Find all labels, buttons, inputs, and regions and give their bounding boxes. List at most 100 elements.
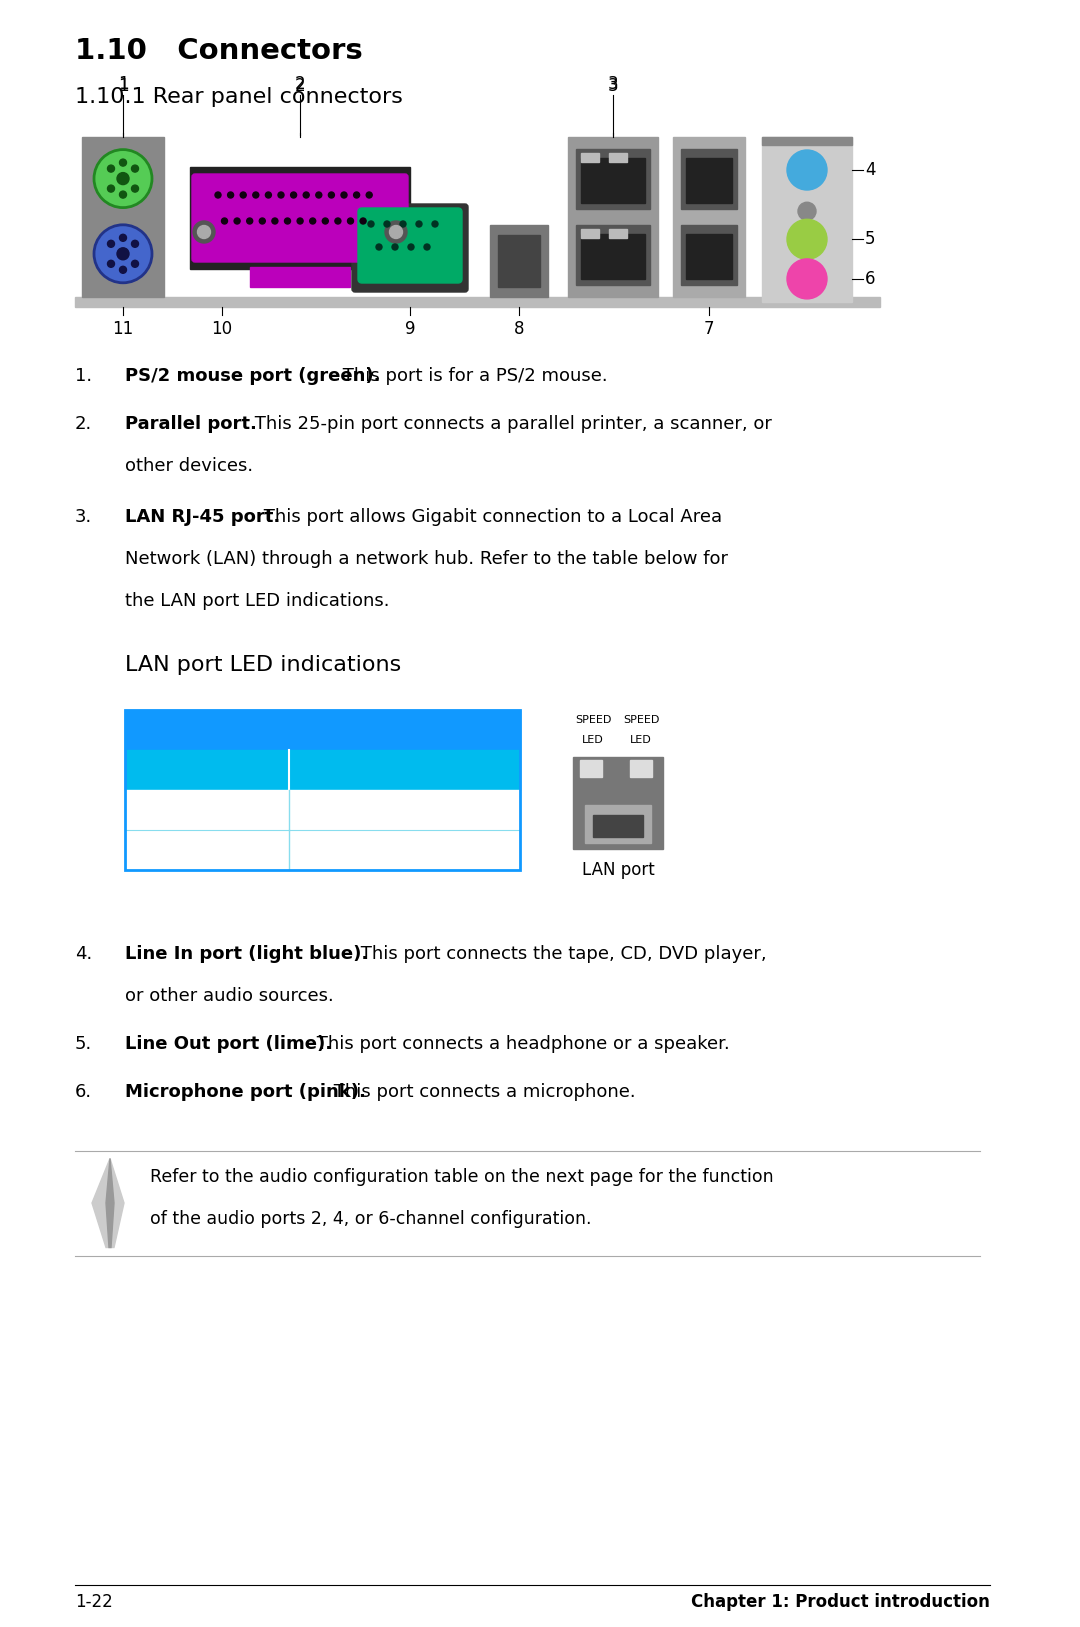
Bar (581, 234, 645, 278)
Text: Line In port (light blue).: Line In port (light blue). (125, 945, 368, 963)
Text: 10: 10 (212, 321, 232, 338)
Circle shape (322, 218, 328, 225)
Text: GREEN(Right): GREEN(Right) (137, 800, 252, 818)
Text: 2.: 2. (75, 415, 92, 433)
Circle shape (424, 244, 430, 251)
Circle shape (272, 218, 278, 225)
Circle shape (310, 218, 315, 225)
FancyBboxPatch shape (357, 208, 462, 283)
Text: 2: 2 (295, 75, 306, 93)
Circle shape (193, 221, 215, 242)
Text: 1.10   Connectors: 1.10 Connectors (75, 37, 363, 65)
Text: This port allows Gigabit connection to a Local Area: This port allows Gigabit connection to a… (258, 508, 721, 526)
Text: 11: 11 (112, 321, 134, 338)
Circle shape (278, 192, 284, 198)
Text: 6: 6 (865, 270, 876, 288)
Bar (125, 830, 519, 870)
Text: Line Out port (lime).: Line Out port (lime). (125, 1035, 333, 1053)
Circle shape (341, 192, 347, 198)
Text: Microphone port (pink).: Microphone port (pink). (125, 1084, 366, 1101)
Circle shape (108, 185, 114, 192)
Circle shape (94, 150, 152, 208)
Text: the LAN port LED indications.: the LAN port LED indications. (125, 592, 390, 610)
FancyBboxPatch shape (192, 174, 408, 262)
Text: Description: Description (351, 761, 458, 779)
Bar (681, 225, 737, 285)
Circle shape (120, 159, 126, 166)
Text: 3: 3 (608, 75, 619, 93)
Text: LED: LED (630, 735, 652, 745)
Circle shape (787, 259, 827, 299)
Bar (125, 709, 519, 750)
Circle shape (198, 226, 211, 239)
Bar (576, 225, 650, 285)
Circle shape (108, 241, 114, 247)
Text: Refer to the audio configuration table on the next page for the function: Refer to the audio configuration table o… (150, 1168, 773, 1186)
Circle shape (94, 225, 152, 283)
Text: 3: 3 (608, 76, 619, 94)
Bar (581, 229, 599, 238)
Circle shape (120, 234, 126, 241)
Text: 9: 9 (405, 321, 415, 338)
Circle shape (120, 267, 126, 273)
Text: LAN port LED indications: LAN port LED indications (125, 654, 402, 675)
Bar (498, 234, 540, 286)
Circle shape (228, 192, 233, 198)
Bar (125, 789, 519, 830)
Circle shape (266, 192, 271, 198)
Text: 5.: 5. (75, 1035, 92, 1053)
Circle shape (384, 221, 390, 228)
Circle shape (366, 192, 373, 198)
Text: 10 Mbps connection: 10 Mbps connection (301, 800, 468, 818)
Bar (762, 137, 852, 303)
Circle shape (215, 192, 221, 198)
Bar (125, 750, 519, 789)
Text: This port connects the tape, CD, DVD player,: This port connects the tape, CD, DVD pla… (355, 945, 767, 963)
Text: 5: 5 (865, 231, 876, 249)
Text: SPEED: SPEED (575, 714, 611, 724)
Text: 1: 1 (118, 75, 129, 93)
Text: This port connects a headphone or a speaker.: This port connects a headphone or a spea… (311, 1035, 729, 1053)
Text: PS/2 mouse port (green).: PS/2 mouse port (green). (125, 368, 380, 386)
Circle shape (390, 226, 403, 239)
Circle shape (335, 218, 341, 225)
Circle shape (108, 164, 114, 172)
Text: 1-22: 1-22 (75, 1593, 112, 1611)
Circle shape (117, 172, 129, 184)
Bar (580, 760, 602, 776)
Text: Chapter 1: Product introduction: Chapter 1: Product introduction (691, 1593, 990, 1611)
Circle shape (408, 244, 414, 251)
Circle shape (108, 260, 114, 267)
Circle shape (400, 221, 406, 228)
Text: 1.10.1 Rear panel connectors: 1.10.1 Rear panel connectors (75, 86, 403, 107)
Text: This 25-pin port connects a parallel printer, a scanner, or: This 25-pin port connects a parallel pri… (248, 415, 771, 433)
FancyBboxPatch shape (352, 203, 468, 291)
Text: 4.: 4. (75, 945, 92, 963)
Circle shape (259, 218, 266, 225)
Circle shape (253, 192, 259, 198)
Circle shape (120, 190, 126, 198)
Text: other devices.: other devices. (125, 457, 253, 475)
Circle shape (798, 202, 816, 220)
Bar (249, 267, 350, 286)
Text: 3.: 3. (75, 508, 92, 526)
Text: SPEED: SPEED (623, 714, 659, 724)
Text: 2: 2 (295, 76, 306, 94)
Circle shape (117, 247, 129, 260)
Circle shape (303, 192, 309, 198)
Text: This port is for a PS/2 mouse.: This port is for a PS/2 mouse. (337, 368, 608, 386)
Bar (630, 760, 652, 776)
Bar (686, 158, 732, 203)
Text: 1.: 1. (75, 368, 92, 386)
Text: Network (LAN) through a network hub. Refer to the table below for: Network (LAN) through a network hub. Ref… (125, 550, 728, 568)
Bar (568, 137, 658, 298)
Circle shape (221, 218, 228, 225)
Bar (762, 137, 852, 145)
Bar (125, 709, 519, 870)
Circle shape (297, 218, 303, 225)
Circle shape (787, 220, 827, 259)
Circle shape (416, 221, 422, 228)
Text: LED: LED (582, 735, 604, 745)
Text: ORANGE(Left): ORANGE(Left) (137, 841, 253, 859)
Circle shape (787, 150, 827, 190)
